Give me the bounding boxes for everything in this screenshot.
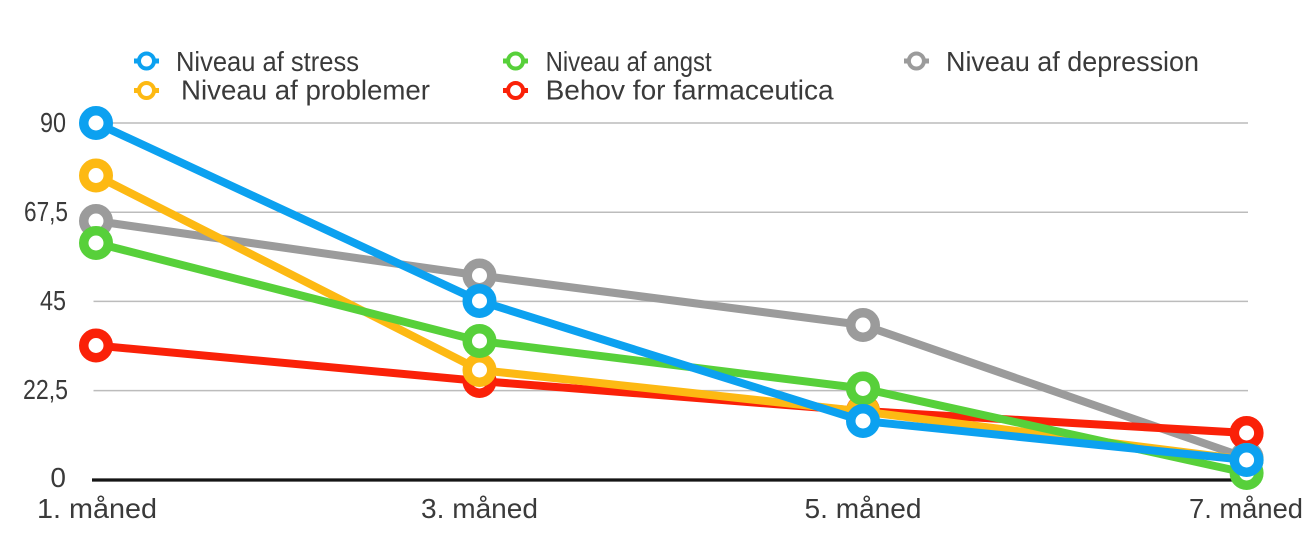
- svg-text:Niveau af depression: Niveau af depression: [946, 46, 1199, 77]
- svg-text:Niveau af problemer: Niveau af problemer: [181, 75, 430, 106]
- svg-text:67,5: 67,5: [24, 196, 68, 227]
- svg-text:90: 90: [40, 107, 66, 138]
- svg-text:22,5: 22,5: [23, 374, 68, 405]
- svg-text:Niveau af angst: Niveau af angst: [546, 46, 712, 77]
- svg-text:45: 45: [40, 285, 66, 316]
- svg-text:Behov for farmaceutica: Behov for farmaceutica: [546, 75, 834, 106]
- svg-text:1. måned: 1. måned: [37, 493, 157, 524]
- svg-text:0: 0: [50, 462, 66, 493]
- svg-text:7. måned: 7. måned: [1189, 493, 1303, 524]
- svg-text:Niveau af stress: Niveau af stress: [176, 46, 359, 77]
- svg-text:3. måned: 3. måned: [421, 493, 538, 524]
- svg-text:5. måned: 5. måned: [805, 493, 922, 524]
